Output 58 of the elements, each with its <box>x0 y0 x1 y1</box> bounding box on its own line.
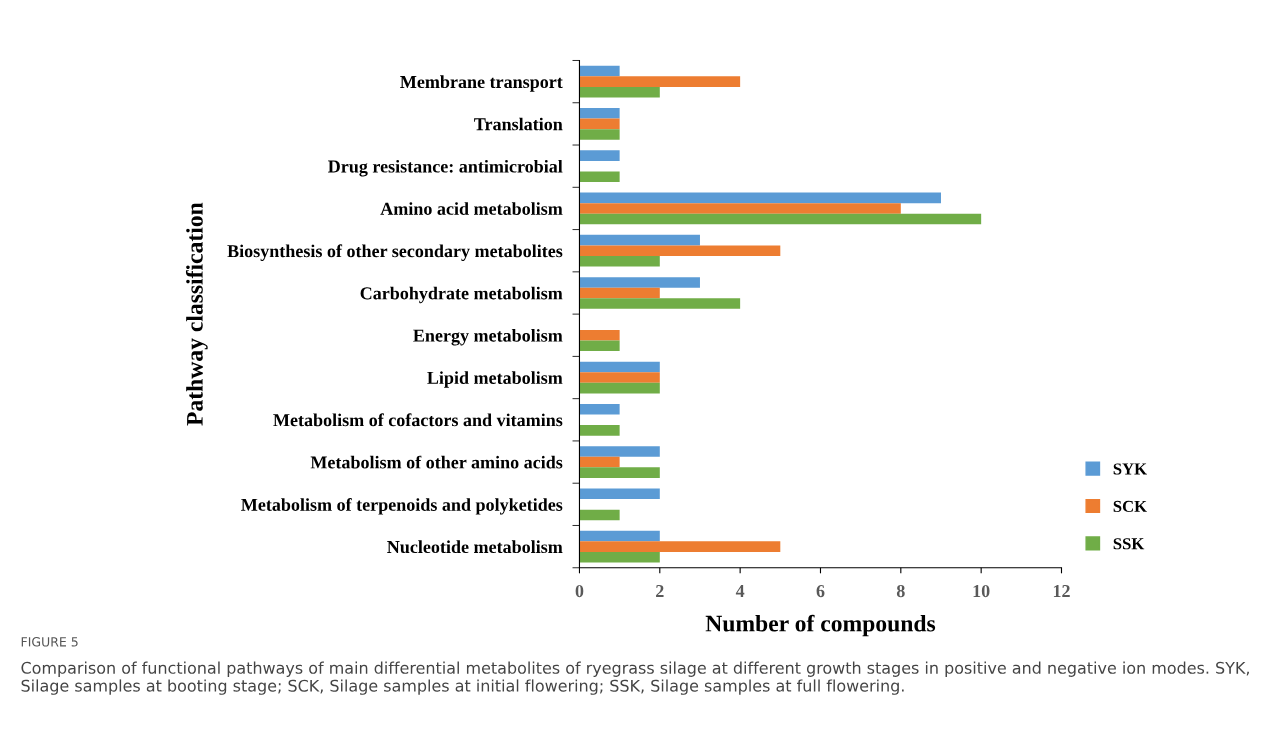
text: Comparison of functional pathways of main differential metabolites of ryegrass silage at different growth stages in positive and negative ion modes. SYK, Silage samples at booting stage; SCK, Silage samples at initial flowering; SSK, Silage samples at full flowering. <box>21 661 1249 695</box>
bar <box>579 118 620 130</box>
bar <box>579 488 660 500</box>
bar <box>579 467 660 478</box>
y-tick-label: Energy metabolism <box>413 328 563 346</box>
bar <box>579 446 660 457</box>
y-tick-label: Amino acid metabolism <box>380 202 563 215</box>
bar <box>579 403 620 415</box>
bar <box>579 425 620 436</box>
x-tick-label: 10 <box>973 584 990 598</box>
bar <box>579 234 700 246</box>
caption: FIGURE 5 <box>21 637 78 647</box>
bar <box>579 245 781 256</box>
bar <box>579 277 700 288</box>
y-tick-label: Nucleotide metabolism <box>387 540 563 554</box>
x-tick-label: 0 <box>575 584 584 598</box>
y-tick-label: Drug resistance: antimicrobial <box>328 159 563 177</box>
x-tick-label: 8 <box>896 584 905 598</box>
bar <box>579 382 660 394</box>
x-tick-label: 6 <box>816 585 825 598</box>
bar <box>579 192 941 204</box>
bar <box>579 530 660 542</box>
legend-label: SCK <box>1113 500 1147 512</box>
bar <box>579 76 741 87</box>
bar <box>579 213 982 225</box>
bar <box>579 203 901 214</box>
y-axis-title: Pathway classification <box>185 202 208 426</box>
bar <box>579 86 660 98</box>
bar <box>579 456 620 468</box>
x-tick-label: 2 <box>656 585 664 597</box>
bar <box>579 361 660 373</box>
bar <box>579 150 620 161</box>
y-tick-label: Carbohydrate metabolism <box>360 286 563 304</box>
bar <box>579 509 620 521</box>
bar <box>579 108 620 119</box>
legend-label: SYK <box>1113 463 1147 475</box>
x-axis-title: Number of compounds <box>705 614 936 637</box>
y-tick-label: Biosynthesis of other secondary metabolites <box>227 244 563 261</box>
bar <box>579 340 620 352</box>
y-tick-label: Translation <box>474 117 563 131</box>
x-tick-label: 12 <box>1053 585 1070 597</box>
bar <box>579 171 620 183</box>
y-tick-label: Metabolism of terpenoids and polyketides <box>241 497 563 515</box>
y-tick-label: Metabolism of other amino acids <box>310 455 563 469</box>
x-tick-label: 4 <box>735 585 745 597</box>
bar <box>579 329 620 341</box>
y-tick-label: Lipid metabolism <box>427 371 563 388</box>
bar <box>579 551 660 563</box>
bar <box>579 298 741 309</box>
y-tick-label: Membrane transport <box>400 75 563 92</box>
bar <box>579 255 660 267</box>
legend-label: SSK <box>1113 538 1145 550</box>
bar <box>579 65 620 77</box>
bar <box>579 372 660 383</box>
bar <box>579 129 620 140</box>
y-tick-label: Metabolism of cofactors and vitamins <box>273 413 563 427</box>
bar <box>579 287 660 299</box>
bar <box>579 541 781 552</box>
